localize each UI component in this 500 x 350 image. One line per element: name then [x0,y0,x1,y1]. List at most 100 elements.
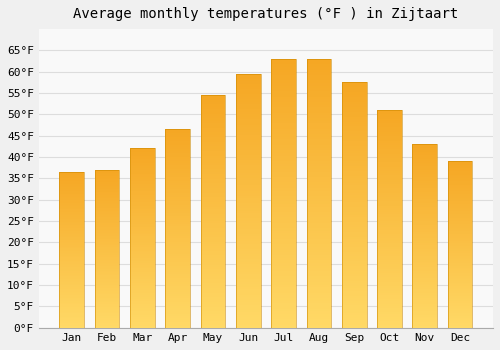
Bar [342,249,366,252]
Bar [236,211,260,214]
Bar [94,209,120,211]
Bar [448,253,472,254]
Bar [306,196,331,198]
Bar [200,181,226,183]
Bar [448,248,472,249]
Bar [271,295,296,298]
Bar [236,76,260,79]
Bar [271,174,296,177]
Bar [271,89,296,91]
Bar [306,102,331,105]
Bar [130,174,155,175]
Bar [271,131,296,134]
Bar [271,217,296,220]
Bar [130,283,155,285]
Bar [94,258,120,260]
Bar [377,234,402,236]
Bar [377,273,402,275]
Bar [130,263,155,265]
Bar [306,268,331,271]
Bar [60,326,84,328]
Bar [200,279,226,281]
Bar [166,258,190,260]
Bar [448,180,472,181]
Bar [412,190,437,192]
Bar [342,195,366,197]
Bar [236,155,260,158]
Bar [306,198,331,201]
Bar [306,123,331,126]
Bar [166,274,190,276]
Bar [60,188,84,189]
Bar [412,267,437,269]
Bar [377,143,402,145]
Bar [377,260,402,262]
Bar [342,232,366,234]
Bar [130,150,155,152]
Bar [342,141,366,144]
Bar [166,159,190,161]
Bar [236,175,260,178]
Bar [271,239,296,241]
Bar [166,292,190,294]
Bar [271,80,296,83]
Bar [94,312,120,313]
Bar [377,184,402,186]
Bar [130,170,155,172]
Bar [166,314,190,316]
Bar [306,193,331,196]
Bar [236,74,260,76]
Bar [200,304,226,307]
Bar [271,312,296,314]
Bar [94,266,120,267]
Bar [412,153,437,155]
Bar [306,325,331,328]
Bar [60,226,84,228]
Bar [94,194,120,195]
Bar [60,186,84,188]
Bar [236,322,260,325]
Bar [166,137,190,139]
Bar [271,105,296,107]
Bar [342,185,366,188]
Bar [342,279,366,281]
Bar [94,320,120,321]
Bar [200,260,226,262]
Bar [306,233,331,236]
Bar [166,264,190,266]
Bar [94,223,120,225]
Bar [271,148,296,150]
Bar [166,165,190,167]
Bar [342,99,366,102]
Bar [271,78,296,80]
Bar [236,104,260,107]
Bar [342,94,366,97]
Bar [60,211,84,212]
Bar [200,311,226,314]
Bar [306,113,331,115]
Bar [342,301,366,303]
Bar [130,313,155,315]
Bar [412,252,437,254]
Bar [166,266,190,268]
Bar [448,204,472,206]
Bar [342,323,366,325]
Bar [271,306,296,309]
Bar [60,232,84,234]
Bar [236,94,260,97]
Bar [236,267,260,269]
Bar [377,267,402,269]
Bar [200,220,226,223]
Bar [94,252,120,253]
Bar [94,212,120,214]
Bar [60,265,84,267]
Bar [236,132,260,135]
Bar [448,169,472,171]
Bar [306,317,331,320]
Bar [60,200,84,202]
Bar [306,83,331,86]
Bar [200,284,226,286]
Bar [130,299,155,301]
Bar [130,213,155,215]
Bar [306,239,331,241]
